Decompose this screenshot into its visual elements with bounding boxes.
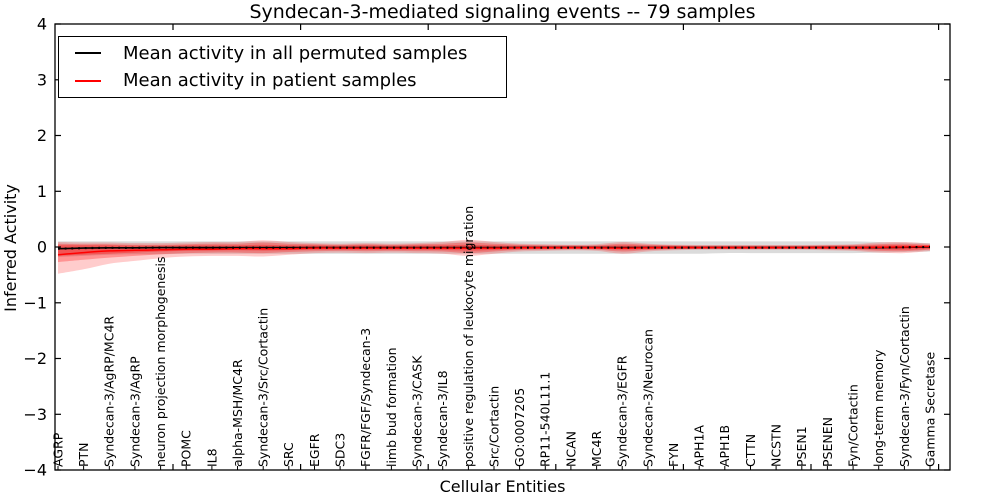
x-category-label: alpha-MSH/MC4R [230,359,245,467]
x-category-label: RP11-540L11.1 [538,372,553,467]
x-category-label: Syndecan-3/IL8 [435,370,450,467]
x-category-label: Syndecan-3/CASK [409,355,424,467]
x-category-label: Syndecan-3/AgRP/MC4R [102,316,117,467]
x-category-labels: AGRP PTN Syndecan-3/AgRP/MC4R Syndecan-3/Ag… [50,206,937,467]
x-category-label: PTN [76,442,91,467]
x-category-label: AGRP [50,432,65,467]
x-category-label: APH1A [692,425,707,467]
confidence-bands [58,239,930,274]
x-category-label: Src/Cortactin [486,386,501,467]
y-tick-label: −2 [23,349,47,368]
x-category-label: MC4R [589,431,604,467]
y-tick-label: 1 [37,182,47,201]
legend-item-patient: Mean activity in patient samples [59,67,506,94]
x-category-label: PSEN1 [794,426,809,467]
y-tick-labels: 4 3 2 1 0 −1 −2 −3 −4 [23,15,47,480]
y-tick-label: 3 [37,70,47,89]
x-category-label: Syndecan-3/Neurocan [640,329,655,467]
band-permuted [58,241,930,257]
x-category-label: positive regulation of leukocyte migrati… [461,206,476,467]
legend-label: Mean activity in patient samples [123,70,417,92]
legend: Mean activity in all permuted samples Me… [58,36,507,98]
x-category-label: FGFR/FGF/Syndecan-3 [358,328,373,467]
y-tick-label: −1 [23,293,47,312]
x-category-label: PSENEN [820,417,835,467]
y-tick-label: −4 [23,461,47,480]
red-line-swatch [75,79,101,82]
y-tick-label: −3 [23,405,47,424]
axes-frame [54,23,951,471]
x-category-label: Gamma Secretase [922,352,937,467]
legend-item-permuted: Mean activity in all permuted samples [59,40,506,67]
legend-label: Mean activity in all permuted samples [123,42,468,64]
x-category-label: POMC [179,430,194,467]
x-category-label: FYN [666,443,681,467]
x-axis-title: Cellular Entities [439,477,566,496]
x-category-label: SDC3 [332,433,347,467]
y-tick-label: 0 [37,238,47,257]
y-tick-label: 4 [37,15,47,34]
x-category-label: limb bud formation [384,347,399,467]
x-category-label: Syndecan-3/EGFR [615,355,630,467]
x-category-label: NCSTN [768,424,783,467]
x-category-label: GO:0007205 [512,388,527,467]
line-permuted-dotted [57,245,931,250]
x-category-label: CTTN [743,434,758,467]
y-tick-label: 2 [37,126,47,145]
y-axis-title: Inferred Activity [1,184,20,312]
x-category-label: IL8 [204,448,219,467]
x-category-label: Syndecan-3/Src/Cortactin [256,308,271,467]
x-category-label: APH1B [717,425,732,467]
x-category-label: neuron projection morphogenesis [153,256,168,467]
x-category-label: long-term memory [871,349,886,467]
x-category-label: EGFR [307,433,322,467]
x-category-label: Syndecan-3/Fyn/Cortactin [897,306,912,467]
x-category-label: Fyn/Cortactin [845,384,860,467]
x-category-label: NCAN [563,431,578,467]
mean-lines [57,245,931,256]
chart-title: Syndecan-3-mediated signaling events -- … [249,1,756,23]
black-line-swatch [75,52,101,55]
x-category-label: Syndecan-3/AgRP [127,356,142,467]
x-category-label: SRC [281,442,296,467]
